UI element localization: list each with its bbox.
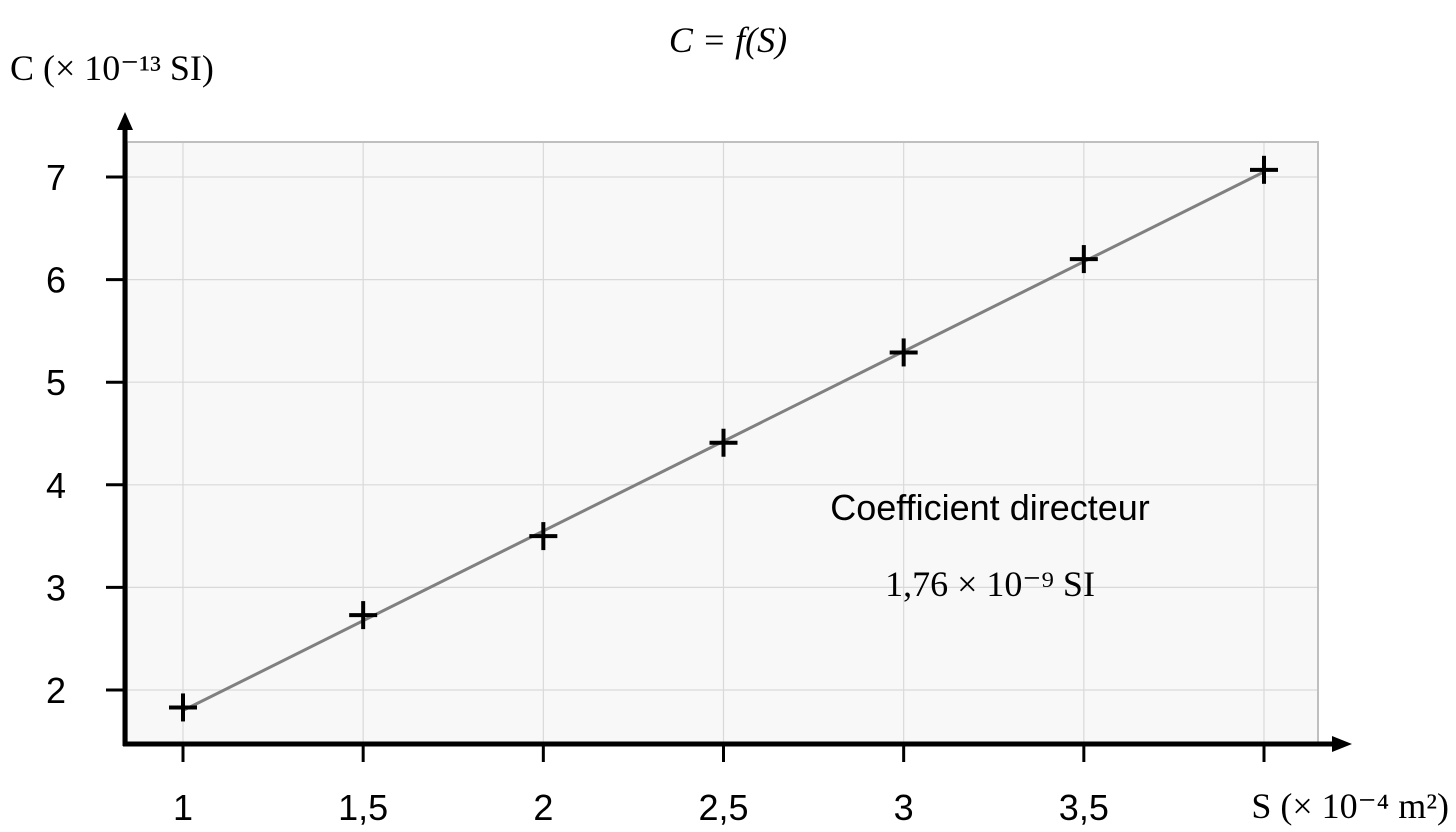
y-axis-arrow xyxy=(117,112,133,130)
grid-lines xyxy=(127,142,1318,744)
y-tick-label: 6 xyxy=(46,260,66,301)
x-tick-label: 1 xyxy=(173,787,193,828)
y-axis-title: C (× 10⁻¹³ SI) xyxy=(10,48,214,88)
data-point xyxy=(169,693,197,722)
axes xyxy=(117,112,1352,752)
chart-title: C = f(S) xyxy=(669,20,787,60)
x-tick-labels: 1 1,5 2 2,5 3 3,5 xyxy=(173,787,1109,828)
data-point xyxy=(709,428,738,457)
y-tick-label: 7 xyxy=(46,157,66,198)
x-tick-label: 3 xyxy=(894,787,914,828)
x-tick-label: 3,5 xyxy=(1059,787,1109,828)
y-tick-label: 3 xyxy=(46,567,66,608)
x-axis-title: S (× 10⁻⁴ m²) xyxy=(1251,786,1449,826)
data-point xyxy=(1069,245,1098,274)
data-point xyxy=(1250,155,1278,184)
annotation-value: 1,76 × 10⁻⁹ SI xyxy=(885,564,1095,604)
data-point xyxy=(349,601,378,630)
y-tick-label: 2 xyxy=(46,670,66,711)
annotation-title: Coefficient directeur xyxy=(830,487,1150,528)
x-tick-label: 2 xyxy=(533,787,553,828)
data-point xyxy=(529,522,558,551)
data-point xyxy=(889,338,918,367)
y-tick-labels: 2 3 4 5 6 7 xyxy=(46,157,66,711)
y-tick-label: 4 xyxy=(46,465,66,506)
x-tick-label: 1,5 xyxy=(338,787,388,828)
axis-ticks xyxy=(106,175,1266,762)
x-tick-label: 2,5 xyxy=(698,787,748,828)
data-points xyxy=(169,155,1278,722)
y-tick-label: 5 xyxy=(46,362,66,403)
x-axis-arrow xyxy=(1332,736,1352,752)
